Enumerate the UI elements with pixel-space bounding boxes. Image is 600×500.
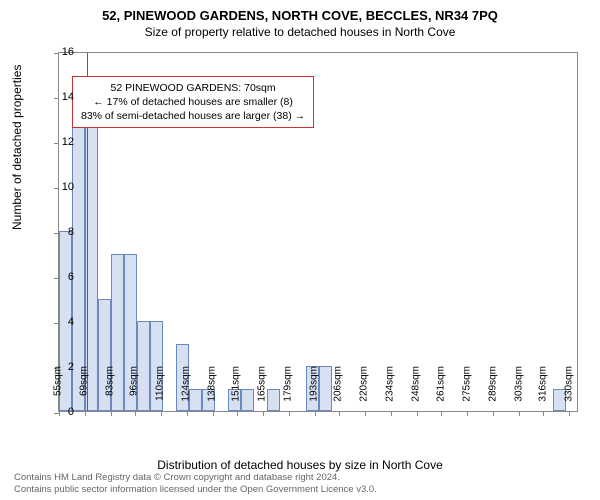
footer-line-1: Contains HM Land Registry data © Crown c… xyxy=(14,472,377,484)
x-tick-label: 124sqm xyxy=(181,366,192,402)
x-tick-mark xyxy=(85,411,86,416)
x-tick-label: 179sqm xyxy=(283,366,294,402)
x-axis-label: Distribution of detached houses by size … xyxy=(0,458,600,472)
y-tick-label: 12 xyxy=(44,136,74,148)
x-tick-label: 330sqm xyxy=(563,366,574,402)
histogram-bar xyxy=(241,389,254,412)
y-tick-label: 10 xyxy=(44,181,74,193)
x-tick-mark xyxy=(519,411,520,416)
x-tick-mark xyxy=(391,411,392,416)
info-box-line-2: ← 17% of detached houses are smaller (8) xyxy=(81,95,305,109)
y-tick-label: 14 xyxy=(44,91,74,103)
x-tick-label: 261sqm xyxy=(435,366,446,402)
x-tick-mark xyxy=(441,411,442,416)
x-tick-mark xyxy=(263,411,264,416)
x-tick-label: 69sqm xyxy=(79,366,90,396)
x-tick-label: 96sqm xyxy=(129,366,140,396)
x-tick-label: 234sqm xyxy=(385,366,396,402)
page-subtitle: Size of property relative to detached ho… xyxy=(0,25,600,39)
info-box-line-1: 52 PINEWOOD GARDENS: 70sqm xyxy=(81,81,305,95)
x-tick-label: 83sqm xyxy=(105,366,116,396)
y-tick-label: 16 xyxy=(44,46,74,58)
x-tick-mark xyxy=(493,411,494,416)
x-tick-mark xyxy=(467,411,468,416)
x-tick-label: 110sqm xyxy=(155,366,166,401)
x-tick-mark xyxy=(187,411,188,416)
chart-container: 52 PINEWOOD GARDENS: 70sqm← 17% of detac… xyxy=(58,52,578,412)
x-tick-mark xyxy=(289,411,290,416)
x-tick-label: 316sqm xyxy=(537,366,548,402)
title-block: 52, PINEWOOD GARDENS, NORTH COVE, BECCLE… xyxy=(0,0,600,39)
x-tick-mark xyxy=(315,411,316,416)
y-tick-label: 4 xyxy=(44,316,74,328)
info-box-line-3: 83% of semi-detached houses are larger (… xyxy=(81,109,305,123)
y-tick-label: 6 xyxy=(44,271,74,283)
x-tick-mark xyxy=(543,411,544,416)
x-tick-label: 193sqm xyxy=(309,366,320,402)
x-tick-mark xyxy=(237,411,238,416)
x-tick-label: 151sqm xyxy=(231,366,242,402)
y-tick-label: 8 xyxy=(44,226,74,238)
x-tick-label: 248sqm xyxy=(411,366,422,402)
histogram-bar xyxy=(267,389,280,412)
x-tick-mark xyxy=(339,411,340,416)
property-info-box: 52 PINEWOOD GARDENS: 70sqm← 17% of detac… xyxy=(72,76,314,129)
y-axis-label: Number of detached properties xyxy=(10,65,24,230)
histogram-bar xyxy=(319,366,332,411)
x-tick-mark xyxy=(213,411,214,416)
footer-line-2: Contains public sector information licen… xyxy=(14,484,377,496)
x-tick-mark xyxy=(135,411,136,416)
x-tick-mark xyxy=(417,411,418,416)
plot-area: 52 PINEWOOD GARDENS: 70sqm← 17% of detac… xyxy=(58,52,578,412)
x-tick-label: 55sqm xyxy=(53,366,64,396)
x-tick-label: 206sqm xyxy=(333,366,344,402)
x-tick-mark xyxy=(161,411,162,416)
x-tick-label: 303sqm xyxy=(513,366,524,402)
x-tick-label: 275sqm xyxy=(461,366,472,402)
x-tick-label: 220sqm xyxy=(359,366,370,402)
page-title: 52, PINEWOOD GARDENS, NORTH COVE, BECCLE… xyxy=(0,8,600,23)
x-tick-label: 165sqm xyxy=(257,366,268,402)
footer-attribution: Contains HM Land Registry data © Crown c… xyxy=(14,472,377,496)
x-tick-label: 289sqm xyxy=(487,366,498,402)
x-tick-label: 138sqm xyxy=(207,366,218,402)
x-tick-mark xyxy=(365,411,366,416)
x-tick-mark xyxy=(111,411,112,416)
x-tick-mark xyxy=(569,411,570,416)
y-tick-label: 0 xyxy=(44,406,74,418)
